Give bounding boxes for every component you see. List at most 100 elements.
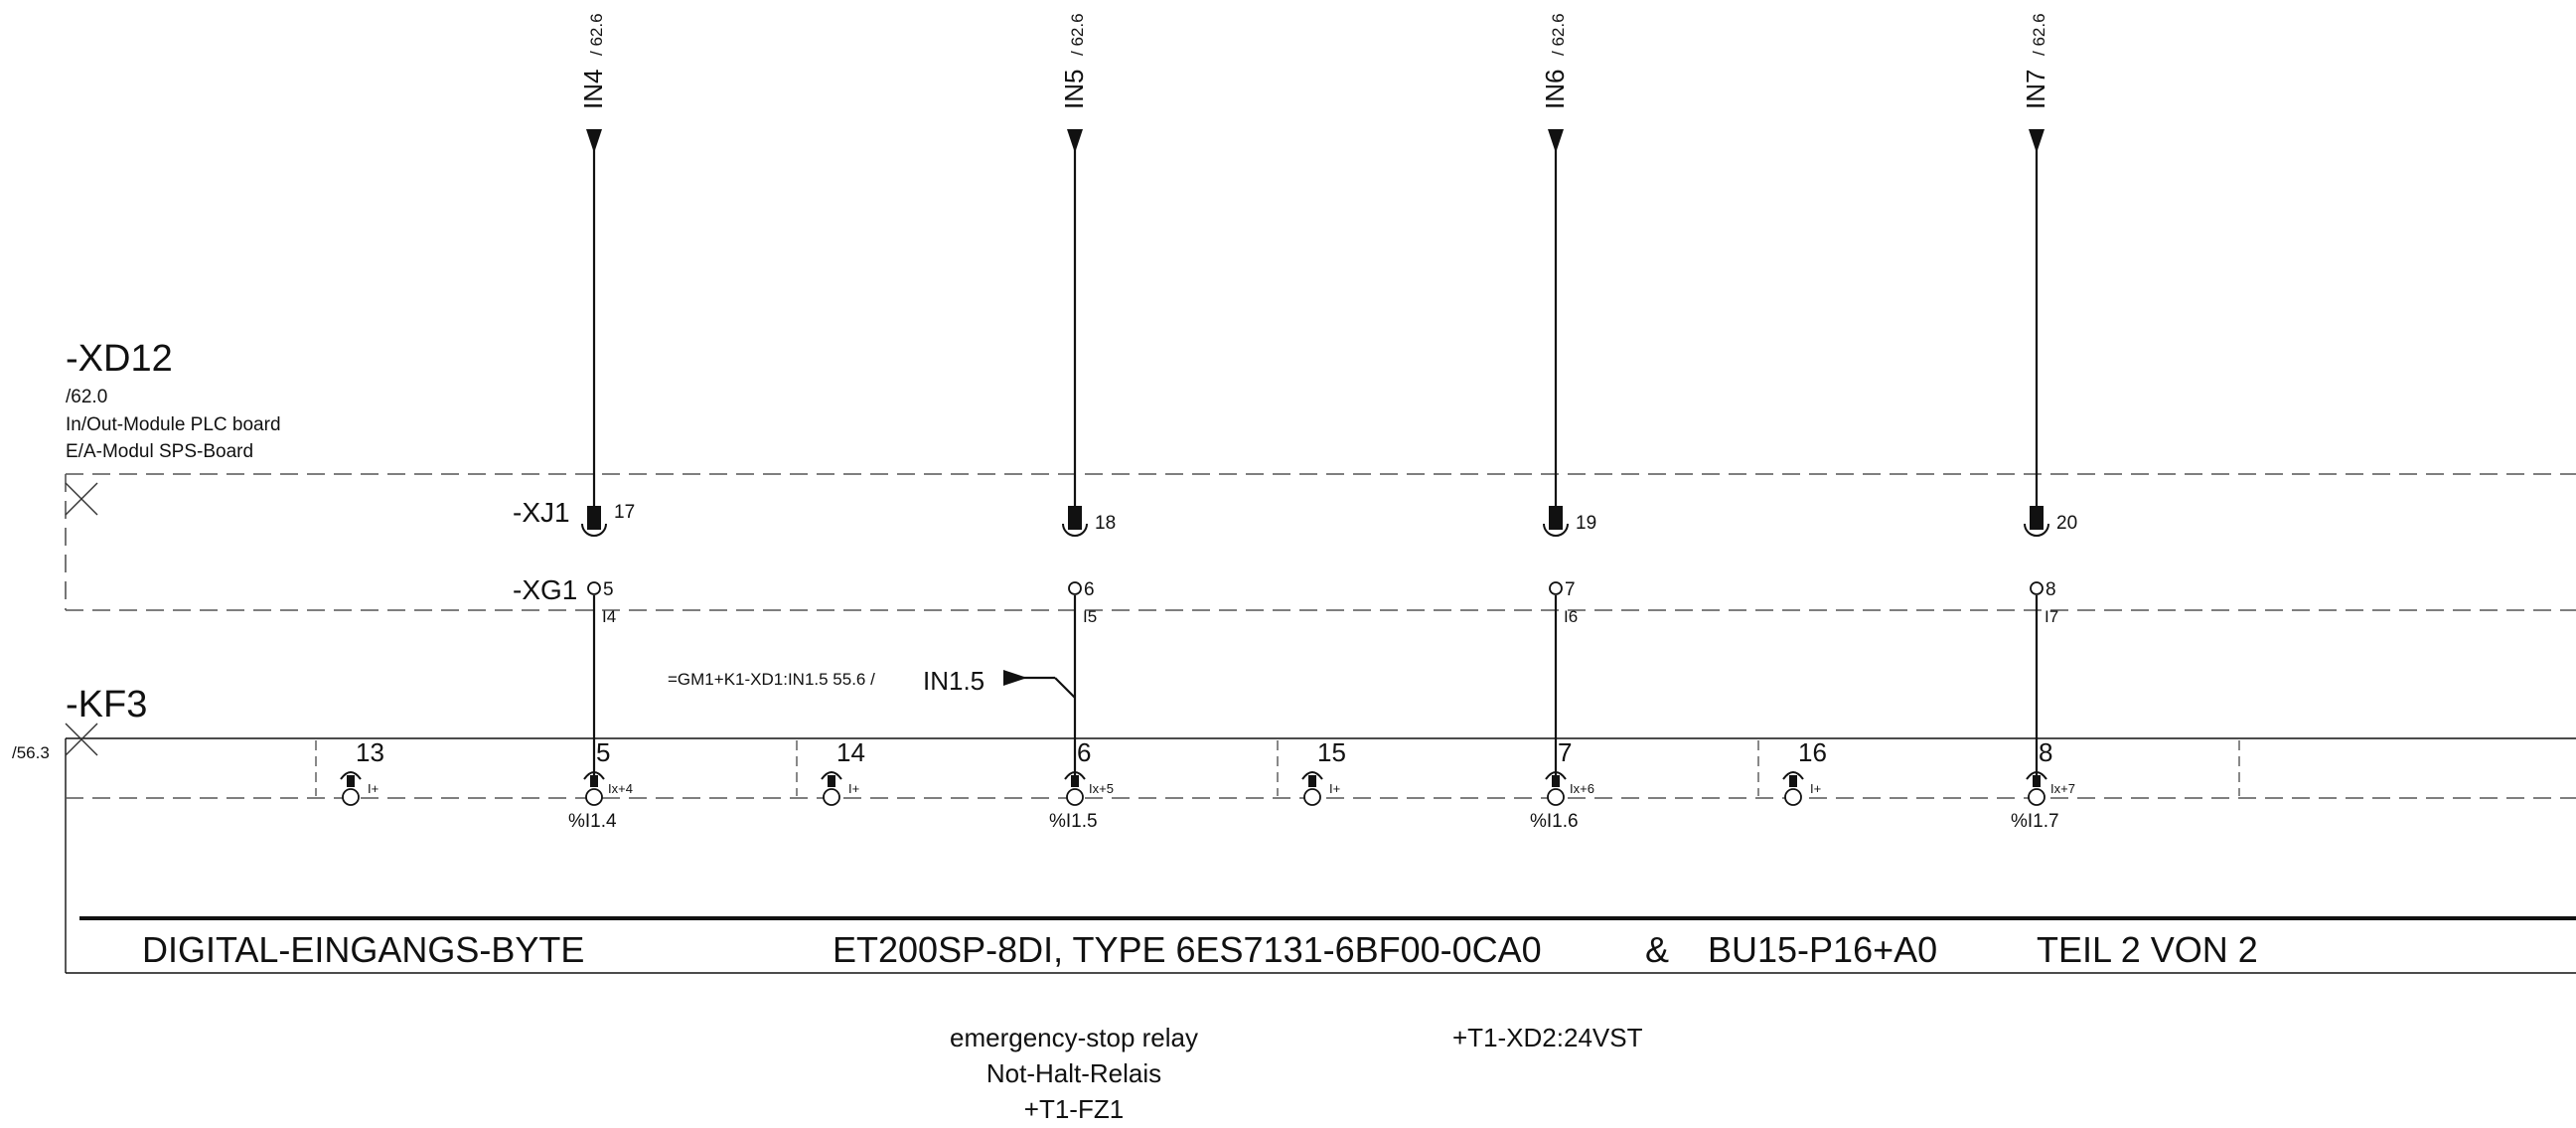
- terminal-number: 6: [1077, 737, 1091, 767]
- terminal-icon: [1784, 788, 1802, 806]
- xg1-label: -XG1: [513, 574, 577, 605]
- cross-ref-source: =GM1+K1-XD1:IN1.5 55.6 /: [668, 670, 875, 689]
- input-contact-icon: [1545, 771, 1567, 780]
- input-contact-body: [1789, 775, 1797, 787]
- xd12-ref: /62.0: [66, 387, 107, 407]
- input-label: Ix+5: [1089, 781, 1114, 796]
- relay-name-de: Not-Halt-Relais: [986, 1058, 1161, 1088]
- signal-sub: I7: [2045, 607, 2058, 626]
- signal-sub: I4: [602, 607, 616, 626]
- input-contact-body: [828, 775, 835, 787]
- signal-sub: I5: [1083, 607, 1097, 626]
- terminal-icon: [1066, 788, 1084, 806]
- sheet-ref: / 62.6: [1068, 13, 1087, 56]
- title-digital-input-byte: DIGITAL-EINGANGS-BYTE: [142, 929, 584, 970]
- iplus-terminal-number: 14: [836, 737, 865, 767]
- input-contact-body: [590, 775, 598, 787]
- cross-reference: =GM1+K1-XD1:IN1.5 55.6 / IN1.5: [668, 666, 1076, 699]
- iplus-label: I+: [848, 781, 859, 796]
- iplus-terminal-number: 13: [356, 737, 384, 767]
- terminal-number: 7: [1558, 737, 1572, 767]
- input-contact-icon: [821, 771, 842, 780]
- input-contact-body: [1308, 775, 1316, 787]
- input-contact-body: [2033, 775, 2041, 787]
- plc-address: %I1.4: [568, 811, 617, 832]
- xj1-label: -XJ1: [513, 497, 570, 528]
- title-part: TEIL 2 VON 2: [2037, 929, 2258, 970]
- xj-pin: 19: [1576, 513, 1596, 534]
- iplus-terminal-number: 15: [1317, 737, 1346, 767]
- channel-in4: IN4 / 62.6 17 5 I4 5 Ix+4 %I1.4 13 I+: [340, 13, 635, 832]
- xj-pin: 18: [1095, 513, 1116, 534]
- terminal-separators: [315, 740, 2240, 796]
- input-label: Ix+4: [608, 781, 633, 796]
- plug-pin-icon: [2030, 506, 2044, 530]
- iplus-label: I+: [1810, 781, 1821, 796]
- input-contact-icon: [340, 771, 362, 780]
- terminal-icon: [342, 788, 360, 806]
- plc-address: %I1.7: [2011, 811, 2059, 832]
- xg-pin: 5: [603, 579, 614, 600]
- terminal-icon: [2030, 581, 2044, 595]
- plc-address: %I1.6: [1530, 811, 1579, 832]
- socket-icon: [1062, 523, 1088, 537]
- title-module-type: ET200SP-8DI, TYPE 6ES7131-6BF00-0CA0: [833, 929, 1542, 970]
- arrow-down-icon: [1067, 129, 1083, 153]
- terminal-icon: [585, 788, 603, 806]
- input-label: Ix+6: [1570, 781, 1594, 796]
- input-contact-icon: [583, 771, 605, 780]
- xg-pin: 6: [1084, 579, 1095, 600]
- iplus-terminal-number: 16: [1798, 737, 1827, 767]
- sheet-ref: / 62.6: [587, 13, 606, 56]
- terminal-icon: [823, 788, 840, 806]
- input-contact-body: [1071, 775, 1079, 787]
- channel-in5: IN5 / 62.6 18 6 I5 6 Ix+5 %I1.5 14 I+: [821, 13, 1116, 832]
- terminal-number: 5: [596, 737, 610, 767]
- signal-label: IN4: [578, 70, 608, 109]
- arrow-down-icon: [586, 129, 602, 153]
- socket-icon: [2024, 523, 2049, 537]
- relay-name-en: emergency-stop relay: [950, 1023, 1198, 1052]
- input-contact-icon: [1782, 771, 1804, 780]
- sheet-ref: / 62.6: [1549, 13, 1568, 56]
- channel-in7: IN7 / 62.6 20 8 I7 8 Ix+7 %I1.7 16 I+: [1782, 13, 2077, 832]
- xj-pin: 20: [2056, 513, 2077, 534]
- input-contact-body: [1552, 775, 1560, 787]
- iplus-label: I+: [1329, 781, 1340, 796]
- xg-pin: 7: [1565, 579, 1576, 600]
- arrow-down-icon: [1548, 129, 1564, 153]
- xd12-corner-mark: [65, 482, 98, 516]
- xd12-desc-de: E/A-Modul SPS-Board: [66, 441, 253, 462]
- arrow-down-icon: [2029, 129, 2045, 153]
- terminal-icon: [2028, 788, 2046, 806]
- plug-pin-icon: [1068, 506, 1082, 530]
- iplus-label: I+: [368, 781, 379, 796]
- input-contact-icon: [1301, 771, 1323, 780]
- kf3-ref: /56.3: [12, 743, 50, 762]
- arrow-right-icon: [1003, 670, 1027, 686]
- xd12-module-box: [65, 473, 2576, 611]
- xd12-desc-en: In/Out-Module PLC board: [66, 414, 281, 435]
- channel-in6: IN6 / 62.6 19 7 I6 7 Ix+6 %I1.6 15 I+: [1301, 13, 1596, 832]
- signal-label: IN5: [1059, 70, 1089, 109]
- relay-location: +T1-FZ1: [1024, 1094, 1124, 1124]
- terminal-number: 8: [2039, 737, 2052, 767]
- input-contact-icon: [1064, 771, 1086, 780]
- signal-sub: I6: [1564, 607, 1578, 626]
- terminal-icon: [1549, 581, 1563, 595]
- socket-icon: [1543, 523, 1569, 537]
- input-contact-body: [347, 775, 355, 787]
- input-label: Ix+7: [2050, 781, 2075, 796]
- sheet-ref: / 62.6: [2030, 13, 2048, 56]
- plug-pin-icon: [1549, 506, 1563, 530]
- supply-reference: +T1-XD2:24VST: [1452, 1023, 1643, 1052]
- kf3-module-box: [65, 737, 2576, 974]
- xd12-title: -XD12: [66, 338, 173, 380]
- title-base-unit: BU15-P16+A0: [1708, 929, 1937, 970]
- terminal-icon: [587, 581, 601, 595]
- signal-label: IN7: [2021, 70, 2050, 109]
- xg-pin: 8: [2046, 579, 2056, 600]
- terminal-icon: [1547, 788, 1565, 806]
- plug-pin-icon: [587, 506, 601, 530]
